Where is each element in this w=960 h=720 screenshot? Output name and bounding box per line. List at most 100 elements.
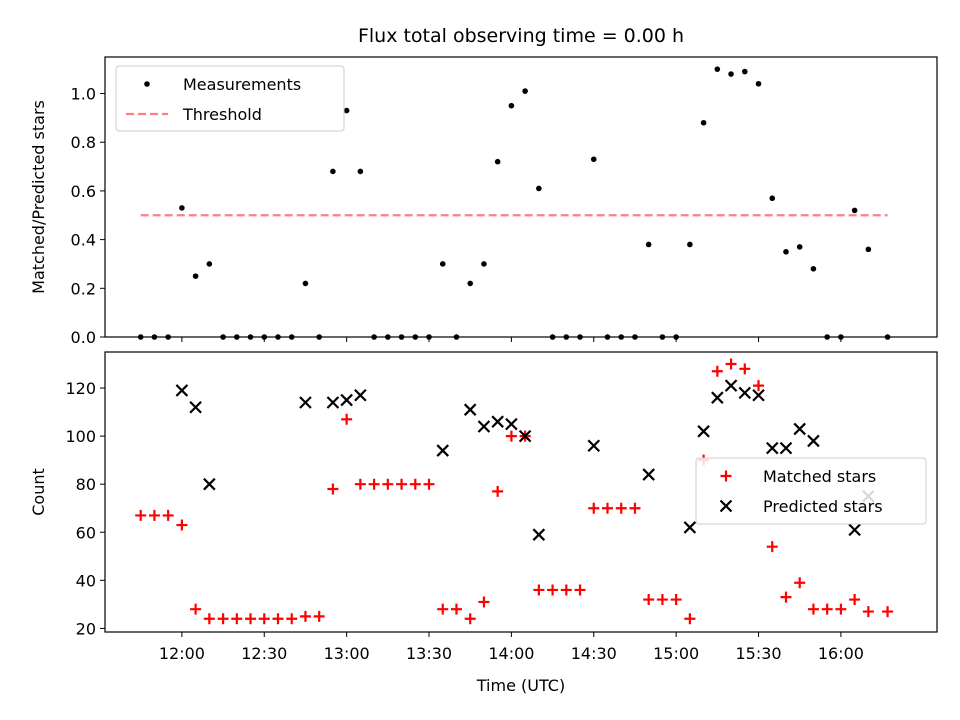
x-axis-label: Time (UTC) bbox=[476, 676, 565, 695]
matched-star-point bbox=[450, 603, 462, 615]
predicted-star-point bbox=[697, 425, 710, 438]
predicted-star-point bbox=[463, 403, 477, 416]
matched-star-point bbox=[368, 478, 380, 490]
measurement-point bbox=[796, 244, 803, 250]
matched-star-point bbox=[396, 478, 408, 490]
xtick-label: 12:30 bbox=[241, 644, 287, 663]
matched-star-point bbox=[341, 413, 353, 425]
matched-star-point bbox=[492, 485, 504, 497]
matched-star-point bbox=[794, 577, 806, 589]
measurement-point bbox=[590, 156, 597, 163]
measurement-point bbox=[865, 246, 872, 253]
matched-star-point bbox=[505, 430, 517, 442]
predicted-star-point bbox=[807, 434, 820, 448]
ytick-label-bottom: 80 bbox=[76, 475, 96, 494]
axes-frame-bottom bbox=[104, 351, 938, 633]
matched-star-point bbox=[409, 478, 421, 490]
matched-star-point bbox=[272, 613, 284, 625]
legend-threshold-label: Threshold bbox=[182, 105, 262, 124]
matched-star-point bbox=[464, 613, 476, 625]
predicted-star-point bbox=[738, 386, 752, 400]
matched-star-point bbox=[766, 541, 778, 553]
legend-top: Measurements Threshold bbox=[115, 65, 345, 132]
measurement-point bbox=[192, 273, 199, 279]
matched-star-point bbox=[807, 603, 819, 615]
measurement-point bbox=[769, 195, 776, 202]
matched-star-point bbox=[382, 478, 394, 490]
measurement-point bbox=[536, 185, 542, 192]
matched-star-point bbox=[327, 483, 339, 495]
matched-star-point bbox=[176, 519, 188, 531]
predicted-star-point bbox=[518, 429, 532, 443]
xtick-label: 14:00 bbox=[488, 644, 534, 663]
measurement-point bbox=[522, 88, 528, 94]
matched-star-point bbox=[862, 606, 874, 618]
predicted-star-point bbox=[779, 441, 793, 455]
predicted-star-point bbox=[203, 477, 216, 491]
xtick-label: 13:00 bbox=[324, 644, 370, 663]
matched-star-point bbox=[313, 610, 325, 622]
predicted-star-point bbox=[724, 379, 738, 392]
measurement-point bbox=[741, 68, 748, 75]
ytick-label-bottom: 120 bbox=[65, 379, 96, 398]
measurement-point bbox=[179, 205, 185, 211]
matched-star-point bbox=[601, 502, 613, 514]
matched-star-point bbox=[286, 613, 298, 625]
predicted-star-point bbox=[752, 388, 765, 402]
matched-star-point bbox=[135, 509, 147, 521]
chart-title: Flux total observing time = 0.00 h bbox=[358, 25, 684, 47]
matched-star-point bbox=[560, 584, 572, 596]
measurement-point bbox=[783, 248, 789, 255]
measurement-point bbox=[481, 261, 487, 267]
measurement-point bbox=[714, 66, 721, 72]
predicted-star-point bbox=[793, 422, 806, 436]
ytick-label-top: 0.0 bbox=[71, 328, 96, 347]
xtick-label: 15:30 bbox=[735, 644, 781, 663]
predicted-star-point bbox=[340, 393, 353, 407]
matched-star-point bbox=[725, 358, 737, 370]
matched-star-point bbox=[162, 509, 174, 521]
matched-star-point bbox=[258, 613, 270, 625]
predicted-star-point bbox=[642, 468, 655, 481]
matched-star-point bbox=[190, 603, 202, 615]
axes-frame-top bbox=[104, 56, 938, 338]
measurement-point bbox=[206, 261, 213, 267]
matched-star-point bbox=[148, 509, 160, 521]
matched-star-point bbox=[684, 613, 696, 625]
xtick-label: 15:00 bbox=[653, 644, 699, 663]
matched-star-point bbox=[354, 478, 366, 490]
matched-star-point bbox=[588, 502, 600, 514]
ytick-label-bottom: 20 bbox=[76, 619, 96, 638]
measurement-point bbox=[851, 207, 858, 214]
matched-star-point bbox=[615, 502, 627, 514]
xtick-label: 16:00 bbox=[818, 644, 864, 663]
legend-box bbox=[695, 457, 927, 525]
matched-star-point bbox=[547, 584, 559, 596]
matched-star-point bbox=[739, 363, 751, 375]
matched-star-point bbox=[849, 594, 861, 606]
predicted-star-point bbox=[765, 441, 779, 455]
matched-star-point bbox=[437, 603, 449, 615]
matched-star-point bbox=[574, 584, 586, 596]
measurement-point bbox=[302, 280, 309, 287]
ytick-label-top: 0.2 bbox=[71, 279, 96, 298]
measurement-point bbox=[700, 119, 707, 126]
measurement-point bbox=[439, 261, 446, 267]
measurement-point bbox=[687, 241, 693, 248]
panel-top: 0.0 0.2 0.4 0.6 0.8 1.0 Matched/Predicted star… bbox=[29, 56, 938, 347]
measurement-point bbox=[467, 280, 474, 287]
legend-measurement-marker bbox=[144, 81, 150, 87]
predicted-star-point bbox=[587, 439, 601, 453]
predicted-star-point bbox=[299, 396, 312, 409]
ytick-label-top: 0.4 bbox=[71, 231, 96, 250]
matched-star-point bbox=[753, 380, 765, 392]
xtick-label: 13:30 bbox=[406, 644, 452, 663]
y-axis-label-bottom: Count bbox=[29, 468, 48, 516]
matched-star-point bbox=[882, 606, 894, 618]
predicted-star-point bbox=[848, 523, 861, 537]
panel-bottom: 20 40 60 80 100 120 12:00 12:30 13:00 13:30 14:00 1… bbox=[29, 351, 938, 695]
matched-star-point bbox=[231, 613, 243, 625]
legend-predicted-marker bbox=[719, 499, 733, 513]
matched-star-point bbox=[423, 478, 435, 490]
measurement-point bbox=[755, 80, 762, 87]
